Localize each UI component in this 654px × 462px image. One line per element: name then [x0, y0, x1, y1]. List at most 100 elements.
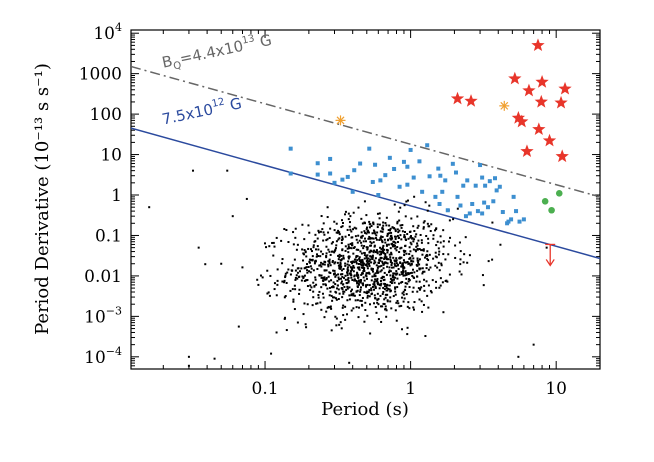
pulsar-dot [439, 277, 442, 280]
pulsar-dot [323, 269, 326, 272]
pulsar-dot [344, 278, 347, 281]
pulsar-dot [392, 240, 395, 243]
pulsar-dot [481, 274, 484, 277]
xdins-square [493, 176, 498, 181]
pulsar-dot [390, 263, 393, 266]
pulsar-dot [332, 269, 335, 272]
pulsar-dot [373, 245, 376, 248]
pulsar-dot [364, 301, 367, 304]
pulsar-dot [391, 226, 394, 229]
pulsar-dot [336, 287, 339, 290]
pulsar-dot [365, 214, 368, 217]
pulsar-dot [364, 264, 367, 267]
pulsar-dot [392, 278, 395, 281]
xdins-square [370, 179, 375, 184]
pulsar-dot [338, 237, 341, 240]
pulsar-dot [321, 253, 324, 256]
pulsar-dot [445, 279, 448, 282]
pulsar-dot [359, 261, 362, 264]
pulsar-dot [365, 277, 368, 280]
pulsar-dot [323, 316, 326, 319]
pulsar-dot [391, 266, 394, 269]
pulsar-dot [339, 266, 342, 269]
pulsar-dot [367, 291, 370, 294]
pulsar-dot [395, 249, 398, 252]
pulsar-dot [434, 280, 437, 283]
pulsar-dot [442, 240, 445, 243]
pulsar-dot [416, 257, 419, 260]
pulsar-dot [334, 248, 337, 251]
pulsar-dot [393, 227, 396, 230]
pulsar-dot [398, 305, 401, 308]
pulsar-dot [295, 274, 298, 277]
pulsar-dot [283, 296, 286, 299]
pulsar-dot [303, 267, 306, 270]
pulsar-dot [435, 244, 438, 247]
pulsar-dot [367, 257, 370, 260]
pulsar-dot [301, 248, 304, 251]
pulsar-dot [373, 280, 376, 283]
pulsar-dot [348, 264, 351, 267]
pulsar-dot [320, 215, 323, 218]
pulsar-dot [325, 239, 328, 242]
pulsar-dot [341, 225, 344, 228]
pulsar-dot [380, 320, 383, 323]
pulsar-dot [317, 255, 320, 258]
pulsar-dot [398, 251, 401, 254]
pulsar-dot [361, 272, 364, 275]
xdins-square [373, 162, 378, 167]
pulsar-dot [335, 222, 338, 225]
pulsar-dot [427, 268, 430, 271]
pulsar-dot [370, 279, 373, 282]
pulsar-dot [365, 285, 368, 288]
pulsar-dot [294, 276, 297, 279]
pulsar-dot [309, 271, 312, 274]
pulsar-dot [366, 261, 369, 264]
pulsar-dot [359, 288, 362, 291]
pulsar-dot [417, 224, 420, 227]
pulsar-dot [435, 286, 438, 289]
pulsar-dot [313, 240, 316, 243]
pulsar-dot [346, 272, 349, 275]
pulsar-dot [323, 276, 326, 279]
xdins-square [467, 211, 472, 216]
pulsar-dot [406, 326, 409, 329]
pulsar-dot [379, 294, 382, 297]
pulsar-dot [365, 291, 368, 294]
pulsar-dot [270, 352, 273, 355]
pulsar-dot [265, 246, 268, 249]
pulsar-dot [396, 234, 399, 237]
pulsar-dot [392, 243, 395, 246]
pulsar-dot [400, 256, 403, 259]
pulsar-dot [389, 256, 392, 259]
pulsar-dot [385, 244, 388, 247]
pulsar-dot [410, 217, 413, 220]
x-tick-label: 0.1 [252, 379, 279, 399]
pulsar-dot [322, 283, 325, 286]
pulsar-dot [354, 235, 357, 238]
magnetar-star [520, 144, 534, 158]
pulsar-dot [408, 257, 411, 260]
xdins-square [367, 146, 372, 151]
pulsar-dot [353, 246, 356, 249]
pulsar-dot [341, 306, 344, 309]
pulsar-dot [386, 284, 389, 287]
pulsar-dot [322, 231, 325, 234]
pulsar-dot [283, 317, 286, 320]
pulsar-dot [344, 274, 347, 277]
pulsar-dot [369, 303, 372, 306]
pulsar-dot [344, 262, 347, 265]
xdins-square [506, 219, 511, 224]
pulsar-dot [266, 269, 269, 272]
pulsar-dot [356, 255, 359, 258]
pulsar-dot [275, 236, 278, 239]
xdins-square [455, 194, 460, 199]
pulsar-dot [360, 266, 363, 269]
pulsar-dot [226, 169, 229, 172]
pulsar-dot [417, 287, 420, 290]
pulsar-dot [386, 299, 389, 302]
pulsar-dot [392, 295, 395, 298]
pulsar-dot [396, 299, 399, 302]
pulsar-dot [418, 280, 421, 283]
pulsar-dot [396, 228, 399, 231]
